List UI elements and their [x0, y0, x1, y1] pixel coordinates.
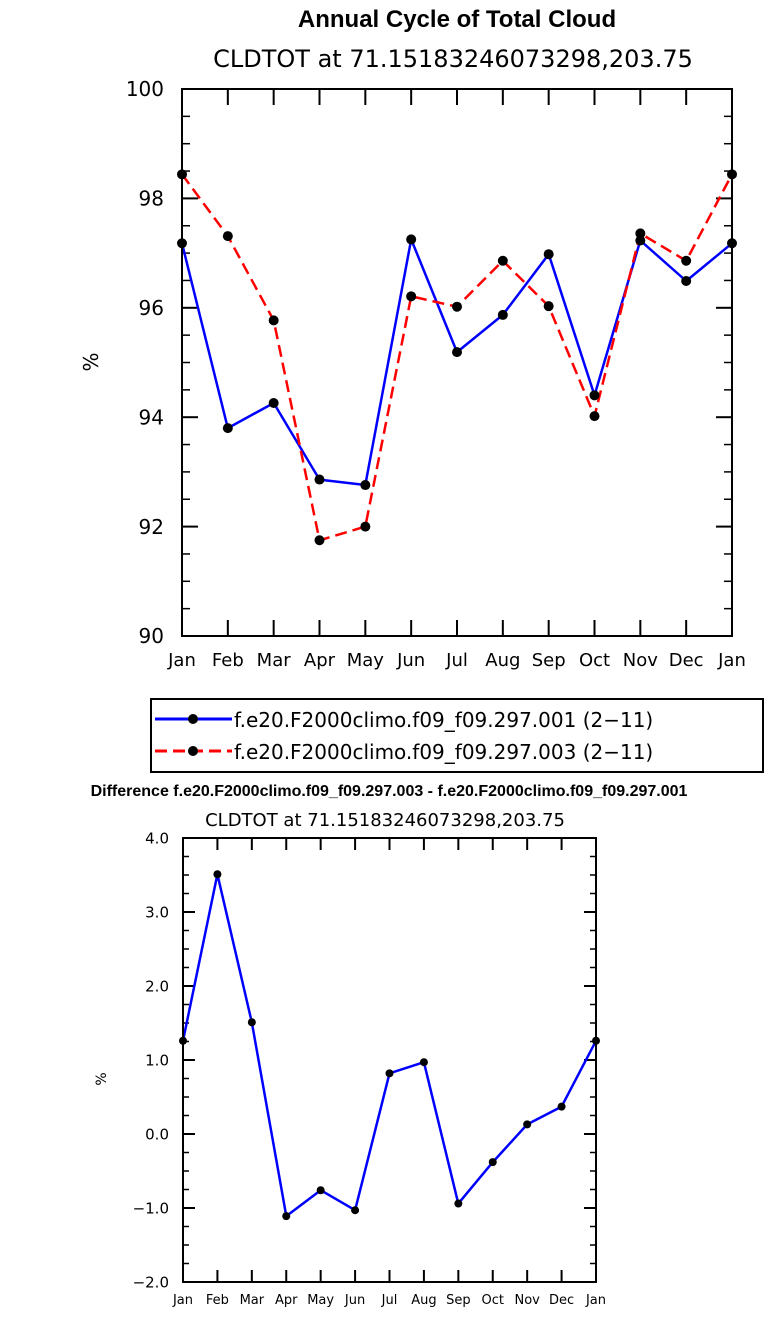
x-tick-label: Jan: [585, 1293, 606, 1308]
x-tick-label: Jun: [396, 650, 425, 671]
x-tick-label: Nov: [514, 1293, 540, 1308]
series-2-point: [222, 231, 233, 242]
x-tick-label: Jan: [717, 650, 746, 671]
series-2-point: [268, 315, 279, 326]
series-1-point: [681, 275, 692, 286]
series-1-point: [282, 1212, 291, 1221]
chart1-title: Annual Cycle of Total Cloud: [298, 6, 616, 33]
x-tick-label: Aug: [485, 650, 520, 671]
legend-box: [150, 698, 764, 773]
x-tick-label: Sep: [446, 1293, 471, 1308]
series-line-1: [180, 238, 733, 487]
y-tick-label: 0.0: [145, 1125, 169, 1143]
x-tick-label: Jan: [167, 650, 196, 671]
legend-marker-series-1: [188, 714, 198, 724]
y-tick-label: 2.0: [145, 977, 169, 995]
series-line-1: [181, 873, 598, 1218]
series-2-point: [681, 255, 692, 266]
series-2-point: [497, 255, 508, 266]
series-1-point: [247, 1018, 256, 1027]
x-tick-label: Mar: [240, 1293, 265, 1308]
series-2-point: [360, 521, 371, 532]
chart-annual-cycle: Annual Cycle of Total Cloud CLDTOT at 71…: [79, 6, 764, 773]
x-tick-label: Mar: [257, 650, 292, 671]
y-tick-label: 1.0: [145, 1051, 169, 1069]
series-1-point: [454, 1199, 463, 1208]
series-1-point: [452, 347, 462, 358]
series-2-point: [543, 301, 554, 312]
chart-difference: Difference f.e20.F2000climo.f09_f09.297.…: [91, 783, 688, 1308]
chart1-frame: [181, 88, 733, 637]
x-tick-label: Jun: [344, 1293, 365, 1308]
y-tick-label: 4.0: [145, 829, 169, 847]
series-2-point: [589, 411, 600, 422]
x-tick-label: Oct: [482, 1293, 504, 1308]
x-tick-label: Jul: [381, 1293, 398, 1308]
chart2-ylabel: %: [94, 1072, 110, 1085]
x-tick-label: Jul: [445, 650, 468, 671]
series-1-point: [557, 1102, 566, 1111]
series-1-point: [543, 249, 554, 260]
series-1-point: [268, 397, 279, 408]
y-tick-label: 94: [139, 405, 164, 429]
chart2-frame: [182, 837, 597, 1283]
y-tick-label: 3.0: [145, 903, 169, 921]
series-1-point: [314, 474, 325, 485]
x-tick-label: Sep: [532, 650, 566, 671]
series-1-point: [360, 480, 371, 491]
chart2-subtitle: CLDTOT at 71.15183246073298,203.75: [205, 810, 565, 831]
y-tick-label: −1.0: [133, 1199, 169, 1217]
y-tick-label: 90: [139, 624, 164, 648]
series-1-point: [316, 1186, 325, 1195]
y-tick-label: 92: [139, 515, 164, 539]
x-tick-label: Jan: [172, 1293, 193, 1308]
chart2-title: Difference f.e20.F2000climo.f09_f09.297.…: [91, 783, 688, 800]
x-tick-label: Dec: [669, 650, 704, 671]
series-2-point: [406, 291, 417, 302]
x-tick-label: May: [307, 1293, 334, 1308]
legend-label-series-2: f.e20.F2000climo.f09_f09.297.003 (2−11): [234, 740, 653, 764]
y-tick-label: 98: [139, 187, 164, 211]
x-tick-label: Feb: [206, 1293, 229, 1308]
x-tick-label: May: [347, 650, 385, 671]
series-2-point: [635, 228, 646, 239]
series-line-2: [180, 173, 734, 542]
y-tick-label: 96: [139, 296, 164, 320]
series-1-point: [488, 1158, 497, 1167]
series-1-point: [222, 423, 233, 434]
series-1-point: [589, 390, 600, 401]
series-2-point: [452, 301, 462, 312]
series-1-point: [385, 1069, 394, 1078]
series-2-point: [314, 535, 325, 546]
series-1-point: [213, 870, 222, 879]
x-tick-label: Apr: [304, 650, 336, 671]
x-tick-label: Apr: [275, 1293, 298, 1308]
legend-marker-series-2: [188, 746, 198, 756]
chart1-ylabel: %: [79, 352, 103, 371]
y-tick-label: −2.0: [133, 1273, 169, 1291]
y-tick-label: 100: [126, 77, 164, 101]
series-1-point: [406, 234, 417, 245]
series-1-point: [497, 309, 508, 320]
series-1-point: [419, 1058, 428, 1067]
x-tick-label: Dec: [549, 1293, 574, 1308]
chart1-legend: f.e20.F2000climo.f09_f09.297.001 (2−11) …: [150, 698, 764, 773]
series-1-point: [523, 1120, 532, 1129]
x-tick-label: Feb: [212, 650, 244, 671]
series-1-point: [351, 1206, 360, 1215]
x-tick-label: Oct: [579, 650, 610, 671]
chart1-subtitle: CLDTOT at 71.15183246073298,203.75: [213, 45, 693, 73]
x-tick-label: Aug: [411, 1293, 436, 1308]
legend-label-series-1: f.e20.F2000climo.f09_f09.297.001 (2−11): [234, 708, 653, 732]
series-1-point: [635, 235, 646, 246]
x-tick-label: Nov: [623, 650, 658, 671]
